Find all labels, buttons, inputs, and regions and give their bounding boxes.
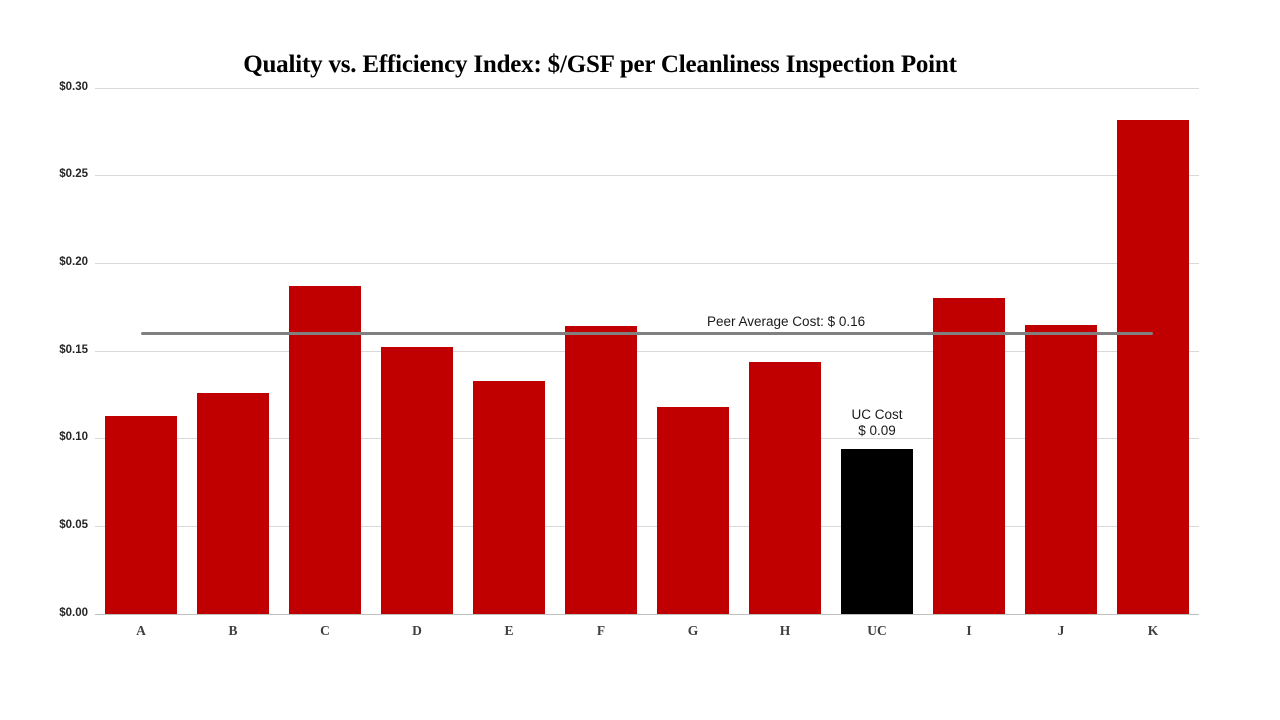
x-tick-label-I: I [966, 623, 972, 638]
peer-average-label: Peer Average Cost: $ 0.16 [707, 314, 866, 330]
x-tick-label-C: C [320, 623, 330, 638]
peer-average-line [141, 331, 1153, 336]
x-tick-label-UC: UC [867, 623, 887, 638]
x-tick-label-H: H [779, 623, 791, 638]
bar-I [933, 298, 1005, 614]
bar-F [565, 326, 637, 614]
y-tick-label: $0.00 [59, 606, 88, 619]
x-tick-label-B: B [228, 623, 238, 638]
bar-C [289, 286, 361, 614]
y-tick-label: $0.30 [59, 80, 88, 93]
x-axis-line [95, 613, 1199, 615]
y-tick-label: $0.25 [59, 168, 88, 181]
y-tick-label: $0.10 [59, 431, 88, 444]
x-tick-label-J: J [1057, 623, 1065, 638]
x-tick-label-D: D [412, 623, 422, 638]
bar-UC [841, 449, 913, 614]
bar-G [657, 407, 729, 614]
x-tick-label-E: E [504, 623, 514, 638]
x-tick-label-G: G [687, 623, 699, 638]
x-tick-label-F: F [596, 623, 606, 638]
bar-D [381, 347, 453, 614]
uc-cost-annotation: UC Cost $ 0.09 [807, 407, 947, 439]
gridline [95, 175, 1199, 177]
gridline [95, 262, 1199, 264]
y-tick-label: $0.15 [59, 343, 88, 356]
gridline [95, 350, 1199, 352]
bar-J [1025, 324, 1097, 614]
x-tick-label-A: A [136, 623, 146, 638]
bar-H [749, 361, 821, 614]
bar-A [105, 415, 177, 614]
gridline [95, 525, 1199, 527]
bar-E [473, 380, 545, 614]
gridline [95, 87, 1199, 89]
x-tick-label-K: K [1147, 623, 1159, 638]
y-tick-label: $0.05 [59, 518, 88, 531]
uc-cost-annotation-line1: UC Cost [851, 407, 903, 423]
y-tick-label: $0.20 [59, 255, 88, 268]
bar-K [1117, 119, 1189, 614]
chart-title: Quality vs. Efficiency Index: $/GSF per … [243, 51, 957, 78]
gridline [95, 438, 1199, 440]
uc-cost-annotation-line2: $ 0.09 [858, 423, 896, 439]
bar-B [197, 393, 269, 614]
